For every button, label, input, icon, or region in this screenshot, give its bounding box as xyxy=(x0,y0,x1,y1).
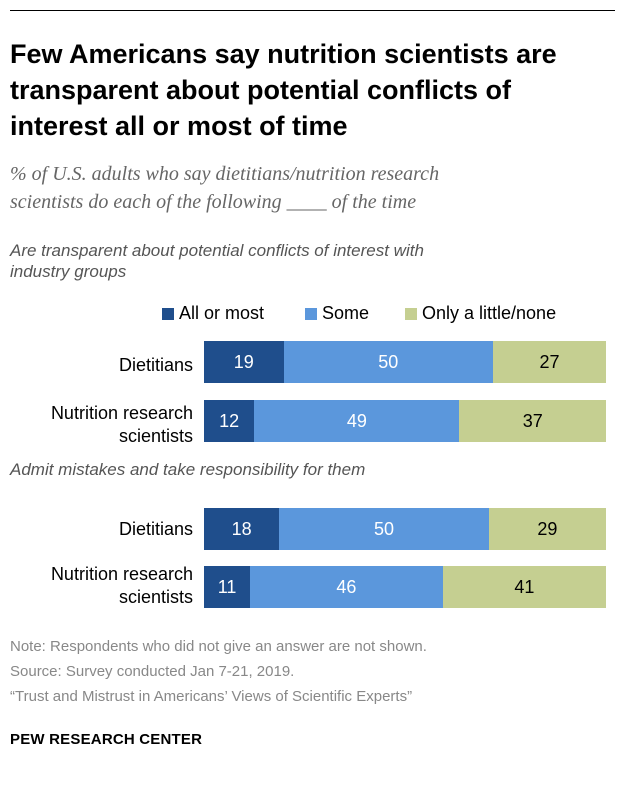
bar-segment-some: 49 xyxy=(254,400,460,442)
legend-item-some: Some xyxy=(305,303,369,324)
row-label-dietitians-transparent: Dietitians xyxy=(119,354,193,377)
row-label-line-1: Dietitians xyxy=(118,355,193,375)
bar-value-label: 18 xyxy=(231,518,252,539)
bar-segment-some: 46 xyxy=(250,566,443,608)
row-label-nutrition-scientists-mistakes: Nutrition research scientists xyxy=(51,563,193,609)
row-label-line-1: Nutrition research xyxy=(50,403,193,423)
section-heading-transparent: Are transparent about potential conflict… xyxy=(10,240,610,282)
legend-label-only-a-little: Only a little/none xyxy=(422,303,557,323)
legend-label-all-or-most: All or most xyxy=(179,303,265,323)
subtitle-line-2: scientists do each of the following ____… xyxy=(10,191,417,213)
legend-swatch-some xyxy=(305,307,317,320)
legend-swatch-all-or-most xyxy=(162,307,174,320)
row-label-line-2: scientists xyxy=(118,587,193,607)
bar-nutrition-scientists-transparent: 12 49 37 xyxy=(204,400,606,442)
section-heading-admit-mistakes: Admit mistakes and take responsibility f… xyxy=(10,459,610,480)
top-rule xyxy=(10,10,615,11)
bar-value-label: 29 xyxy=(537,518,558,539)
legend-item-only-a-little: Only a little/none xyxy=(405,303,556,324)
legend-label-some: Some xyxy=(322,303,370,323)
row-label-dietitians-mistakes: Dietitians xyxy=(119,518,193,541)
brand-logo-text: PEW RESEARCH CENTER xyxy=(10,731,203,748)
section-heading-line-2: industry groups xyxy=(10,262,127,281)
bar-segment-some: 50 xyxy=(283,341,493,383)
bar-value-label: 12 xyxy=(219,410,240,431)
legend-item-all-or-most: All or most xyxy=(162,303,264,324)
bar-value-label: 37 xyxy=(522,410,543,431)
bar-dietitians-transparent: 19 50 27 xyxy=(204,341,606,383)
row-label-line-1: Nutrition research xyxy=(50,564,193,584)
note-text: Note: Respondents who did not give an an… xyxy=(10,638,427,655)
chart-legend: All or most Some Only a little/none xyxy=(0,303,630,327)
bar-segment-only-a-little: 41 xyxy=(442,566,606,608)
legend-swatch-only-a-little xyxy=(405,307,417,320)
bar-value-label: 46 xyxy=(336,576,357,597)
subtitle-line-1: % of U.S. adults who say dietitians/nutr… xyxy=(10,163,440,185)
bar-segment-all-or-most: 11 xyxy=(204,566,251,608)
section-heading-line-1: Admit mistakes and take responsibility f… xyxy=(10,460,366,479)
bar-value-label: 19 xyxy=(233,351,254,372)
chart-subtitle: % of U.S. adults who say dietitians/nutr… xyxy=(10,160,610,216)
report-title-text: “Trust and Mistrust in Americans’ Views … xyxy=(10,688,413,705)
bar-segment-only-a-little: 29 xyxy=(488,508,606,550)
bar-segment-some: 50 xyxy=(279,508,489,550)
row-label-line-1: Dietitians xyxy=(118,519,193,539)
bar-value-label: 50 xyxy=(378,351,399,372)
bar-segment-only-a-little: 37 xyxy=(459,400,606,442)
bar-dietitians-mistakes: 18 50 29 xyxy=(204,508,606,550)
bar-value-label: 49 xyxy=(346,410,367,431)
bar-value-label: 27 xyxy=(539,351,560,372)
bar-nutrition-scientists-mistakes: 11 46 41 xyxy=(204,566,606,608)
bar-value-label: 50 xyxy=(374,518,395,539)
source-text: Source: Survey conducted Jan 7-21, 2019. xyxy=(10,663,295,680)
bar-segment-all-or-most: 12 xyxy=(204,400,255,442)
bar-value-label: 41 xyxy=(514,576,535,597)
bar-segment-all-or-most: 19 xyxy=(204,341,284,383)
bar-segment-all-or-most: 18 xyxy=(204,508,280,550)
bar-value-label: 11 xyxy=(217,576,237,597)
chart-title: Few Americans say nutrition scientists a… xyxy=(10,39,557,141)
row-label-line-2: scientists xyxy=(118,426,193,446)
row-label-nutrition-scientists-transparent: Nutrition research scientists xyxy=(51,402,193,448)
section-heading-line-1: Are transparent about potential conflict… xyxy=(10,241,424,260)
bar-segment-only-a-little: 27 xyxy=(492,341,606,383)
